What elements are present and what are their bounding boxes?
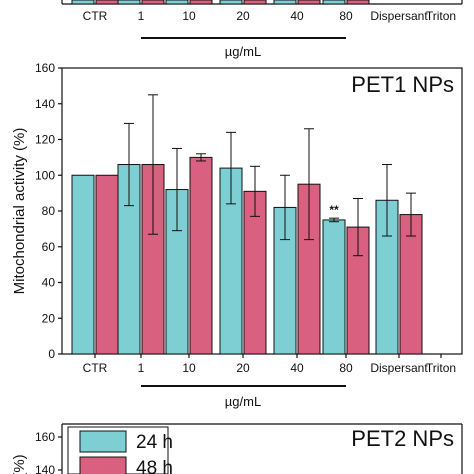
pet1-x-tick-label-80: 80 xyxy=(339,361,353,375)
pet1-y-tick-label-160: 160 xyxy=(35,61,55,75)
pet1-x-tick-label-1: 1 xyxy=(138,361,145,375)
pet1-x-tick-label-20: 20 xyxy=(236,361,250,375)
top-x-tick-40: 40 xyxy=(290,9,304,23)
pet2-y-axis-label: (%) xyxy=(11,454,28,474)
top-unit-label: µg/mL xyxy=(225,44,261,59)
top-x-tick-dispersant: Dispersant xyxy=(370,9,428,23)
legend-label-24h: 24 h xyxy=(136,432,173,453)
pet1-x-tick-label-10: 10 xyxy=(182,361,196,375)
top-bar-stub-ctr-0 xyxy=(71,0,95,5)
pet1-significance-80: ** xyxy=(329,203,339,217)
pet1-y-tick-label-100: 100 xyxy=(35,168,55,182)
top-bar-stub-40-1 xyxy=(297,0,321,5)
pet1-unit-label: µg/mL xyxy=(225,394,261,409)
top-x-tick-80: 80 xyxy=(339,9,353,23)
top-bar-stub-1-0 xyxy=(117,0,141,5)
top-bar-stub-20-1 xyxy=(243,0,267,5)
top-bar-stub-10-0 xyxy=(165,0,189,5)
legend-swatch-48h xyxy=(79,456,127,474)
top-bar-stub-1-1 xyxy=(141,0,165,5)
top-x-tick-1: 1 xyxy=(138,9,145,23)
top-bar-stub-80-1 xyxy=(346,0,370,5)
pet1-x-tick-label-40: 40 xyxy=(290,361,304,375)
pet1-y-tick-label-60: 60 xyxy=(42,240,56,254)
pet1-y-tick-label-20: 20 xyxy=(42,311,56,325)
legend: 24 h 48 h xyxy=(67,426,173,474)
pet2-panel-title: PET2 NPs xyxy=(351,426,454,451)
pet1-bar-80-24-h xyxy=(322,219,346,355)
top-x-tick-triton: Triton xyxy=(426,9,456,23)
pet1-y-tick-label-80: 80 xyxy=(42,204,56,218)
pet1-y-tick-label-0: 0 xyxy=(48,347,55,361)
top-bar-stubs xyxy=(71,0,370,5)
pet1-y-tick-label-140: 140 xyxy=(35,97,55,111)
pet1-panel-title: PET1 NPs xyxy=(351,72,454,97)
pet1-x-tick-label-ctr: CTR xyxy=(83,361,108,375)
pet1-bar-ctr-24-h xyxy=(71,174,95,355)
top-bar-stub-ctr-1 xyxy=(95,0,119,5)
pet2-y-tick-label-160: 160 xyxy=(35,430,55,444)
pet1-bar-ctr-48-h xyxy=(95,174,119,355)
pet1-y-tick-label-120: 120 xyxy=(35,133,55,147)
pet2-y-ticks: 160 140 xyxy=(35,430,62,474)
pet1-y-tick-label-40: 40 xyxy=(42,276,56,290)
pet1-x-tick-label-triton: Triton xyxy=(426,361,456,375)
legend-swatch-24h xyxy=(79,430,127,453)
pet1-panel: 0 20 40 60 80 100 120 140 160 ** CTR 1 10 20 40 80 Dis… xyxy=(11,61,463,409)
pet1-y-ticks: 0 20 40 60 80 100 120 140 160 xyxy=(35,61,62,361)
pet1-bars: ** xyxy=(71,94,423,355)
top-bar-stub-10-1 xyxy=(189,0,213,5)
top-bar-stub-20-0 xyxy=(219,0,243,5)
legend-label-48h: 48 h xyxy=(136,458,173,474)
top-x-tick-ctr: CTR xyxy=(83,9,108,23)
pet1-bar-10-48-h xyxy=(189,156,213,355)
pet2-y-tick-label-140: 140 xyxy=(35,463,55,474)
pet1-x-tick-label-dispersant: Dispersant xyxy=(370,361,428,375)
top-bar-stub-40-0 xyxy=(273,0,297,5)
pet2-panel: 160 140 (%) PET2 NPs 24 h 48 h xyxy=(11,423,463,474)
top-bar-stub-80-0 xyxy=(322,0,346,5)
pet1-y-axis-label: Mitochondrial activity (%) xyxy=(11,128,28,295)
top-x-tick-20: 20 xyxy=(236,9,250,23)
top-x-tick-10: 10 xyxy=(182,9,196,23)
